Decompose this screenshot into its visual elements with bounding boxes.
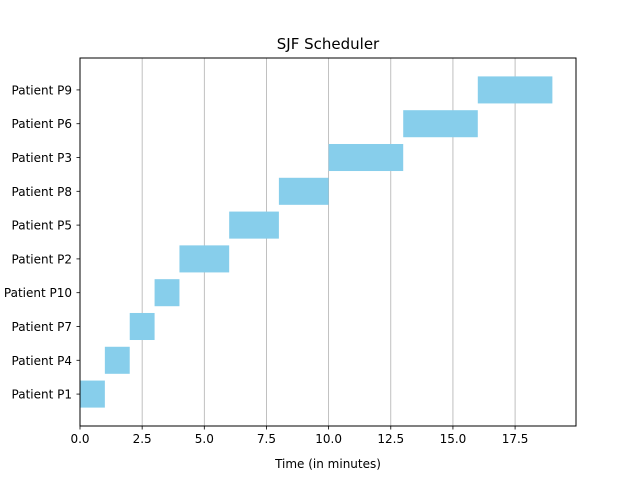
x-axis: 0.0 2.5 5.0 7.5 10.0 12.5 15.0 17.5 — [70, 426, 528, 446]
x-tick-label: 7.5 — [257, 432, 276, 446]
y-tick-label: Patient P10 — [4, 286, 72, 300]
bars — [80, 76, 553, 408]
bar — [80, 380, 105, 408]
y-tick-label: Patient P1 — [12, 388, 72, 402]
x-tick-label: 2.5 — [133, 432, 152, 446]
y-tick-label: Patient P7 — [12, 320, 72, 334]
y-tick-label: Patient P5 — [12, 219, 72, 233]
bar — [154, 279, 180, 307]
x-tick-label: 0.0 — [70, 432, 89, 446]
y-tick-label: Patient P3 — [12, 151, 72, 165]
y-tick-label: Patient P6 — [12, 117, 72, 131]
x-axis-label: Time (in minutes) — [274, 457, 381, 471]
y-tick-label: Patient P8 — [12, 185, 72, 199]
y-axis: Patient P1 Patient P4 Patient P7 Patient P1… — [4, 83, 80, 402]
y-tick-label: Patient P2 — [12, 252, 72, 266]
plot-frame — [79, 57, 577, 427]
bar — [104, 346, 130, 374]
x-tick-label: 17.5 — [502, 432, 529, 446]
bar — [129, 312, 155, 341]
x-tick-label: 15.0 — [440, 432, 467, 446]
bar — [179, 245, 230, 273]
x-tick-label: 5.0 — [195, 432, 214, 446]
bar — [229, 211, 279, 239]
x-tick-label: 12.5 — [377, 432, 404, 446]
bar — [328, 143, 404, 172]
y-tick-label: Patient P9 — [12, 83, 72, 97]
y-tick-label: Patient P4 — [12, 354, 72, 368]
x-tick-label: 10.0 — [315, 432, 342, 446]
chart-title: SJF Scheduler — [277, 35, 380, 53]
bar — [477, 76, 553, 104]
bar — [278, 177, 329, 205]
bar — [403, 110, 478, 138]
